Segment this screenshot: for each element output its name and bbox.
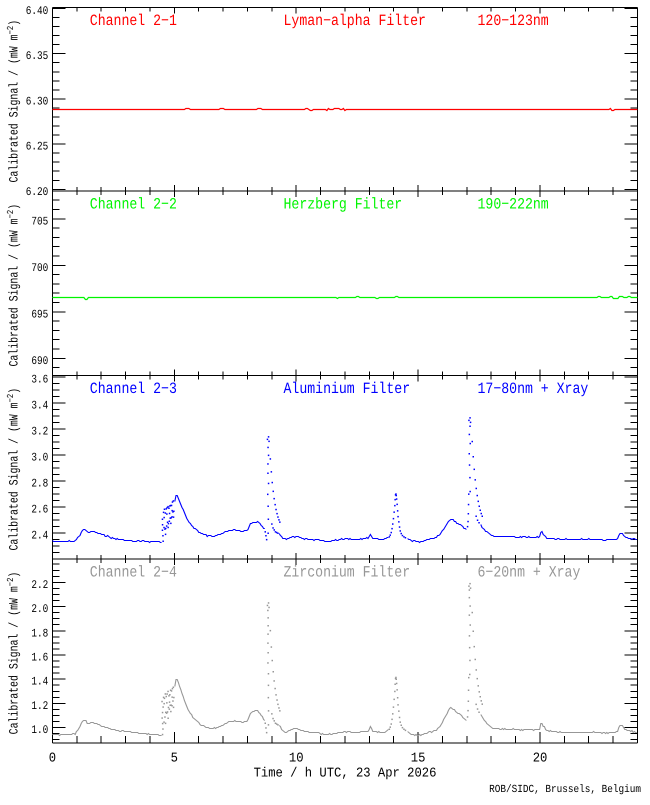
- svg-text:2.0: 2.0: [31, 602, 48, 616]
- svg-text:2.2: 2.2: [31, 578, 48, 592]
- svg-text:2.8: 2.8: [31, 477, 48, 491]
- svg-text:Calibrated Signal / (mW m−2): Calibrated Signal / (mW m−2): [7, 204, 22, 367]
- svg-text:2.6: 2.6: [31, 503, 48, 517]
- svg-text:15: 15: [411, 750, 426, 765]
- svg-text:1.0: 1.0: [31, 723, 48, 737]
- svg-text:6.20: 6.20: [26, 185, 49, 199]
- svg-text:6.30: 6.30: [26, 94, 49, 108]
- svg-text:Channel 2−4: Channel 2−4: [90, 563, 177, 581]
- svg-text:Calibrated Signal / (mW m−2): Calibrated Signal / (mW m−2): [7, 20, 22, 183]
- svg-text:1.2: 1.2: [31, 699, 48, 713]
- svg-text:Channel 2−1: Channel 2−1: [90, 12, 177, 30]
- svg-text:17−80nm + Xray: 17−80nm + Xray: [478, 380, 589, 398]
- svg-text:3.6: 3.6: [31, 373, 48, 387]
- svg-text:5: 5: [171, 750, 178, 765]
- svg-text:3.0: 3.0: [31, 451, 48, 465]
- svg-text:3.4: 3.4: [31, 399, 48, 413]
- svg-text:Herzberg Filter: Herzberg Filter: [284, 195, 403, 213]
- svg-text:Calibrated Signal / (mW m−2): Calibrated Signal / (mW m−2): [7, 572, 22, 735]
- svg-text:20: 20: [533, 750, 548, 765]
- svg-text:6.35: 6.35: [26, 49, 49, 63]
- svg-text:Zirconium Filter: Zirconium Filter: [284, 563, 411, 581]
- svg-text:705: 705: [31, 214, 48, 228]
- svg-text:690: 690: [31, 354, 48, 368]
- svg-text:0: 0: [49, 750, 56, 765]
- svg-text:1.8: 1.8: [31, 626, 48, 640]
- svg-text:6−20nm + Xray: 6−20nm + Xray: [478, 563, 581, 581]
- svg-text:Time / h UTC, 23 Apr 2026: Time / h UTC, 23 Apr 2026: [254, 765, 437, 780]
- svg-text:6.40: 6.40: [26, 4, 49, 18]
- svg-text:Aluminium Filter: Aluminium Filter: [284, 380, 411, 398]
- svg-text:6.25: 6.25: [26, 140, 49, 154]
- svg-text:190−222nm: 190−222nm: [478, 195, 549, 213]
- svg-text:120−123nm: 120−123nm: [478, 12, 549, 30]
- svg-text:695: 695: [31, 307, 48, 321]
- svg-text:1.4: 1.4: [31, 675, 48, 689]
- svg-text:ROB/SIDC, Brussels, Belgium: ROB/SIDC, Brussels, Belgium: [489, 783, 641, 796]
- svg-text:Lyman−alpha Filter: Lyman−alpha Filter: [284, 12, 426, 30]
- svg-text:700: 700: [31, 261, 48, 275]
- svg-text:10: 10: [289, 750, 304, 765]
- svg-text:Channel 2−2: Channel 2−2: [90, 195, 177, 213]
- svg-text:Calibrated Signal / (mW m−2): Calibrated Signal / (mW m−2): [7, 388, 22, 551]
- svg-text:3.2: 3.2: [31, 425, 48, 439]
- svg-text:1.6: 1.6: [31, 651, 48, 665]
- svg-text:Channel 2−3: Channel 2−3: [90, 380, 177, 398]
- svg-text:2.4: 2.4: [31, 529, 48, 543]
